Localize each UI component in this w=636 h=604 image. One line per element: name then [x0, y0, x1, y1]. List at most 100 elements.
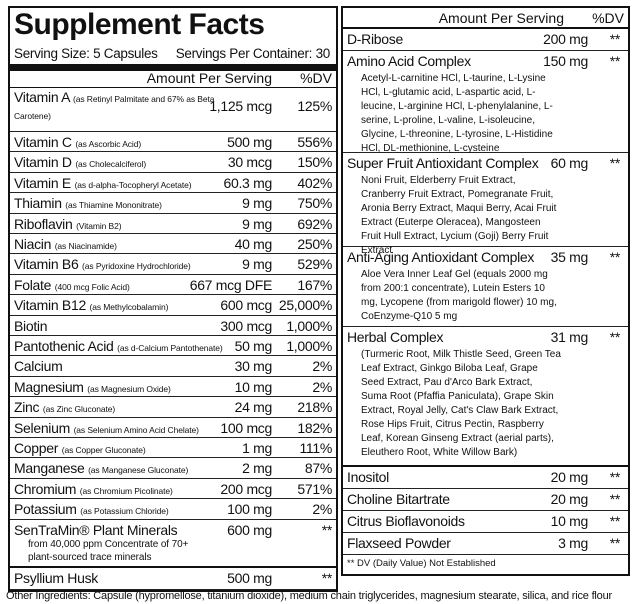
nutrient: Magnesium	[14, 378, 84, 395]
nutrient-source: (as Niacinamide)	[54, 241, 117, 251]
nutrient-source: from 40,000 ppm Concentrate of 70+ plant…	[28, 538, 189, 563]
daily-value: 2%	[312, 378, 332, 395]
amount: 100 mg	[227, 501, 272, 518]
ingredient-description: Acetyl-L-carnitine HCl, L-taurine, L-Lys…	[361, 73, 553, 154]
daily-value: 150%	[297, 154, 332, 171]
daily-value: 402%	[297, 174, 332, 191]
right-panel: Amount Per Serving %DV D-Ribose 200 mg ** A…	[341, 6, 630, 576]
title: Supplement Facts	[14, 8, 265, 41]
nutrient-name: Vitamin C (as Ascorbic Acid)	[14, 134, 274, 150]
nutrient-name: Niacin (as Niacinamide)	[14, 236, 274, 252]
daily-value: 1,000%	[286, 338, 332, 354]
amount: 500 mg	[227, 569, 272, 586]
amount: 200 mcg	[220, 480, 272, 497]
nutrient-row: Thiamin (as Thiamine Mononitrate) 9 mg 750…	[10, 193, 336, 214]
nutrient-source: (as Cholecalciferol)	[75, 159, 147, 170]
nutrient-name: Chromium (as Chromium Picolinate)	[14, 481, 274, 497]
nutrient-name: Vitamin B6 (as Pyridoxine Hydrochloride)	[14, 256, 274, 272]
nutrient-source: (as Magnesium Oxide)	[87, 383, 171, 394]
ingredient-name: Super Fruit Antioxidant Complex	[347, 155, 539, 171]
dv-header: %DV	[592, 10, 624, 26]
rule	[10, 87, 336, 88]
nutrient-row: Vitamin B6 (as Pyridoxine Hydrochloride)…	[10, 254, 336, 275]
amount: 600 mg	[227, 521, 272, 538]
amount: 20 mg	[550, 491, 589, 507]
nutrient-name: Thiamin (as Thiamine Mononitrate)	[14, 195, 274, 211]
amount: 667 mcg DFE	[189, 276, 273, 293]
ingredient-description: (Turmeric Root, Milk Thistle Seed, Green…	[361, 349, 561, 458]
ingredient-name: Inositol	[347, 469, 389, 485]
amount-header: Amount Per Serving	[438, 10, 564, 26]
left-panel: Supplement Facts Serving Size: 5 Capsule…	[8, 6, 338, 592]
daily-value: **	[609, 31, 621, 47]
nutrient-name: Selenium (as Selenium Amino Acid Chelate…	[14, 420, 274, 436]
daily-value: 529%	[297, 256, 332, 273]
ingredient-row: Herbal Complex 31 mg ** (Turmeric Root, Mil…	[343, 327, 628, 467]
nutrient-source: (as Zinc Gluconate)	[42, 404, 116, 415]
nutrient-row: Psyllium Husk 500 mg **	[10, 568, 336, 590]
nutrient: Potassium	[14, 501, 77, 518]
nutrient: Chromium	[14, 480, 77, 497]
nutrient: Vitamin C	[14, 134, 72, 150]
amount: 9 mg	[242, 215, 272, 232]
nutrient: Vitamin B6	[14, 256, 79, 273]
daily-value: **	[609, 53, 621, 69]
nutrient: Thiamin	[14, 195, 62, 212]
amount: 9 mg	[242, 195, 272, 212]
amount-header: Amount Per Serving	[146, 70, 272, 86]
amount: 10 mg	[550, 513, 589, 529]
amount: 50 mg	[234, 338, 273, 354]
nutrient-name: Manganese (as Manganese Gluconate)	[14, 460, 274, 476]
ingredient-row: Anti-Aging Antioxidant Complex 35 mg ** Alo…	[343, 247, 628, 327]
amount: 60 mg	[550, 155, 589, 171]
amount: 150 mg	[543, 53, 588, 69]
daily-value: 556%	[297, 134, 332, 150]
servings-per-container: Servings Per Container: 30	[175, 46, 331, 61]
nutrient: Biotin	[14, 317, 48, 334]
daily-value: 2%	[312, 501, 332, 518]
daily-value: 87%	[304, 460, 332, 477]
nutrient: Vitamin B12	[14, 297, 86, 314]
ingredient-row: Super Fruit Antioxidant Complex 60 mg ** No…	[343, 153, 628, 256]
ingredient-row: D-Ribose 200 mg **	[343, 29, 628, 51]
nutrient-name: Pantothenic Acid (as d-Calcium Pantothen…	[14, 338, 274, 354]
amount: 31 mg	[550, 329, 589, 345]
nutrient-source: (as Potassium Chloride)	[80, 506, 169, 517]
nutrient-row: Chromium (as Chromium Picolinate) 200 mcg…	[10, 479, 336, 500]
daily-value: 125%	[297, 98, 332, 114]
daily-value: 218%	[297, 399, 332, 416]
nutrient: Riboflavin	[14, 215, 73, 232]
nutrient-name: Calcium	[14, 358, 274, 374]
nutrient-name: Magnesium (as Magnesium Oxide)	[14, 379, 274, 395]
nutrient-name: Potassium (as Potassium Chloride)	[14, 501, 274, 517]
ingredient-description: Aloe Vera Inner Leaf Gel (equals 2000 mg…	[361, 269, 557, 322]
nutrient-name: Folate (400 mcg Folic Acid)	[14, 277, 274, 293]
nutrient-row: Zinc (as Zinc Gluconate) 24 mg 218%	[10, 397, 336, 418]
nutrient-row: Vitamin A (as Retinyl Palmitate and 67% …	[10, 88, 336, 132]
amount: 40 mg	[234, 236, 273, 252]
ingredient-name: Citrus Bioflavonoids	[347, 513, 465, 529]
nutrient-row: Vitamin B12 (as Methylcobalamin) 600 mcg 2…	[10, 295, 336, 316]
nutrient: Niacin	[14, 236, 52, 252]
nutrient-row: Selenium (as Selenium Amino Acid Chelate…	[10, 418, 336, 438]
ingredient-row: Inositol 20 mg **	[343, 467, 628, 489]
daily-value: 1,000%	[286, 317, 332, 334]
nutrient-row: SenTraMin® Plant Minerals from 40,000 ppm…	[10, 520, 336, 568]
thick-rule	[10, 64, 336, 71]
nutrient: Copper	[14, 440, 59, 456]
daily-value: 250%	[297, 236, 332, 252]
daily-value: **	[609, 329, 621, 345]
nutrient-name: Copper (as Copper Gluconate)	[14, 440, 274, 456]
nutrient: Calcium	[14, 358, 63, 375]
nutrient-name: Vitamin E (as d-alpha-Tocopheryl Acetate…	[14, 175, 274, 191]
nutrient-row: Folate (400 mcg Folic Acid) 667 mcg DFE 16…	[10, 275, 336, 296]
ingredient-row: Flaxseed Powder 3 mg **	[343, 533, 628, 555]
ingredient-name: D-Ribose	[347, 31, 403, 47]
nutrient-name: Riboflavin (Vitamin B2)	[14, 216, 274, 232]
nutrient-source: (as d-Calcium Pantothenate)	[117, 343, 223, 353]
ingredient-name: Anti-Aging Antioxidant Complex	[347, 249, 535, 265]
amount: 2 mg	[242, 460, 272, 477]
daily-value: **	[321, 569, 333, 586]
amount: 600 mcg	[220, 297, 272, 314]
ingredient-name: Flaxseed Powder	[347, 535, 451, 551]
